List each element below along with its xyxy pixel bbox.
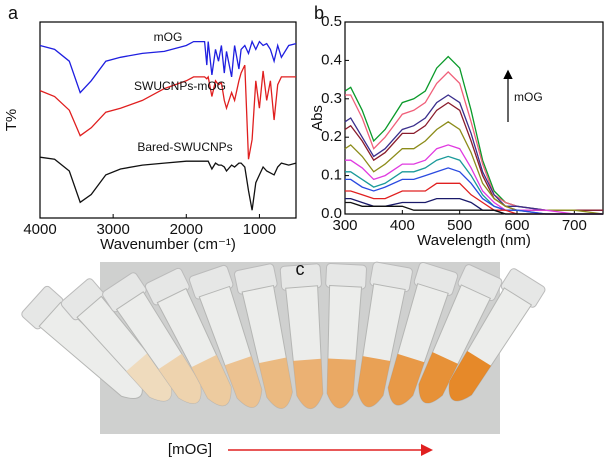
series-line [39, 156, 297, 211]
x-tick-label: 700 [562, 217, 587, 234]
y-axis-label: T% [3, 109, 20, 132]
x-tick-label: 300 [332, 217, 357, 234]
axes-frame [344, 21, 604, 215]
tube-liquid [327, 358, 356, 409]
x-tick-label: 3000 [96, 221, 129, 238]
tube [144, 267, 232, 407]
x-tick-label: 2000 [170, 221, 203, 238]
tube-liquid [191, 354, 232, 406]
y-tick-label: 0.1 [321, 167, 342, 184]
tube-liquid [357, 356, 391, 407]
y-tick-label: 0.2 [321, 128, 342, 145]
tube [448, 268, 546, 402]
tubes [21, 261, 546, 410]
tube-liquid [126, 353, 172, 401]
panel-label: a [8, 3, 19, 23]
tube-liquid [388, 353, 425, 405]
caption: [mOG] [168, 441, 212, 458]
tube-liquid [293, 358, 323, 409]
tube-liquid [224, 356, 262, 408]
series-line [344, 101, 603, 211]
tube [418, 264, 503, 404]
tube-liquid [158, 353, 201, 404]
tube-liquid [258, 357, 293, 409]
series-line [39, 64, 296, 160]
tube-liquid [449, 350, 492, 401]
series-label: mOG [154, 30, 183, 44]
x-tick-label: 1000 [243, 221, 276, 238]
tube [234, 263, 293, 409]
tube-liquid [418, 352, 458, 404]
tube [102, 272, 202, 404]
x-tick-label: 500 [447, 217, 472, 234]
tube [188, 264, 263, 408]
series-label: SWUCNPs-mOG [134, 79, 226, 93]
tube [21, 285, 143, 399]
tube [279, 263, 324, 410]
tube [325, 262, 367, 409]
tube [357, 261, 413, 408]
series-line [39, 39, 297, 94]
y-tick-label: 0.4 [321, 51, 342, 68]
x-axis-label: Wavelength (nm) [417, 232, 531, 249]
x-axis-label: Wavenumber (cm⁻¹) [100, 236, 236, 253]
series-line [344, 94, 603, 211]
x-tick-label: 600 [504, 217, 529, 234]
y-tick-label: 0.0 [321, 205, 342, 222]
series-label: Bared-SWUCNPs [137, 140, 232, 154]
panel-label: b [314, 3, 324, 23]
series-line [345, 201, 603, 215]
series-line [344, 121, 604, 215]
panel-label: c [296, 259, 305, 279]
y-tick-label: 0.3 [321, 90, 342, 107]
axes-frame [39, 21, 297, 219]
x-tick-label: 4000 [23, 221, 56, 238]
annotation: mOG [514, 90, 543, 104]
tube [60, 278, 172, 402]
tube [387, 262, 459, 406]
series-line [345, 167, 603, 215]
y-axis-label: Abs [309, 105, 326, 131]
y-tick-label: 0.5 [321, 13, 342, 30]
x-tick-label: 400 [390, 217, 415, 234]
